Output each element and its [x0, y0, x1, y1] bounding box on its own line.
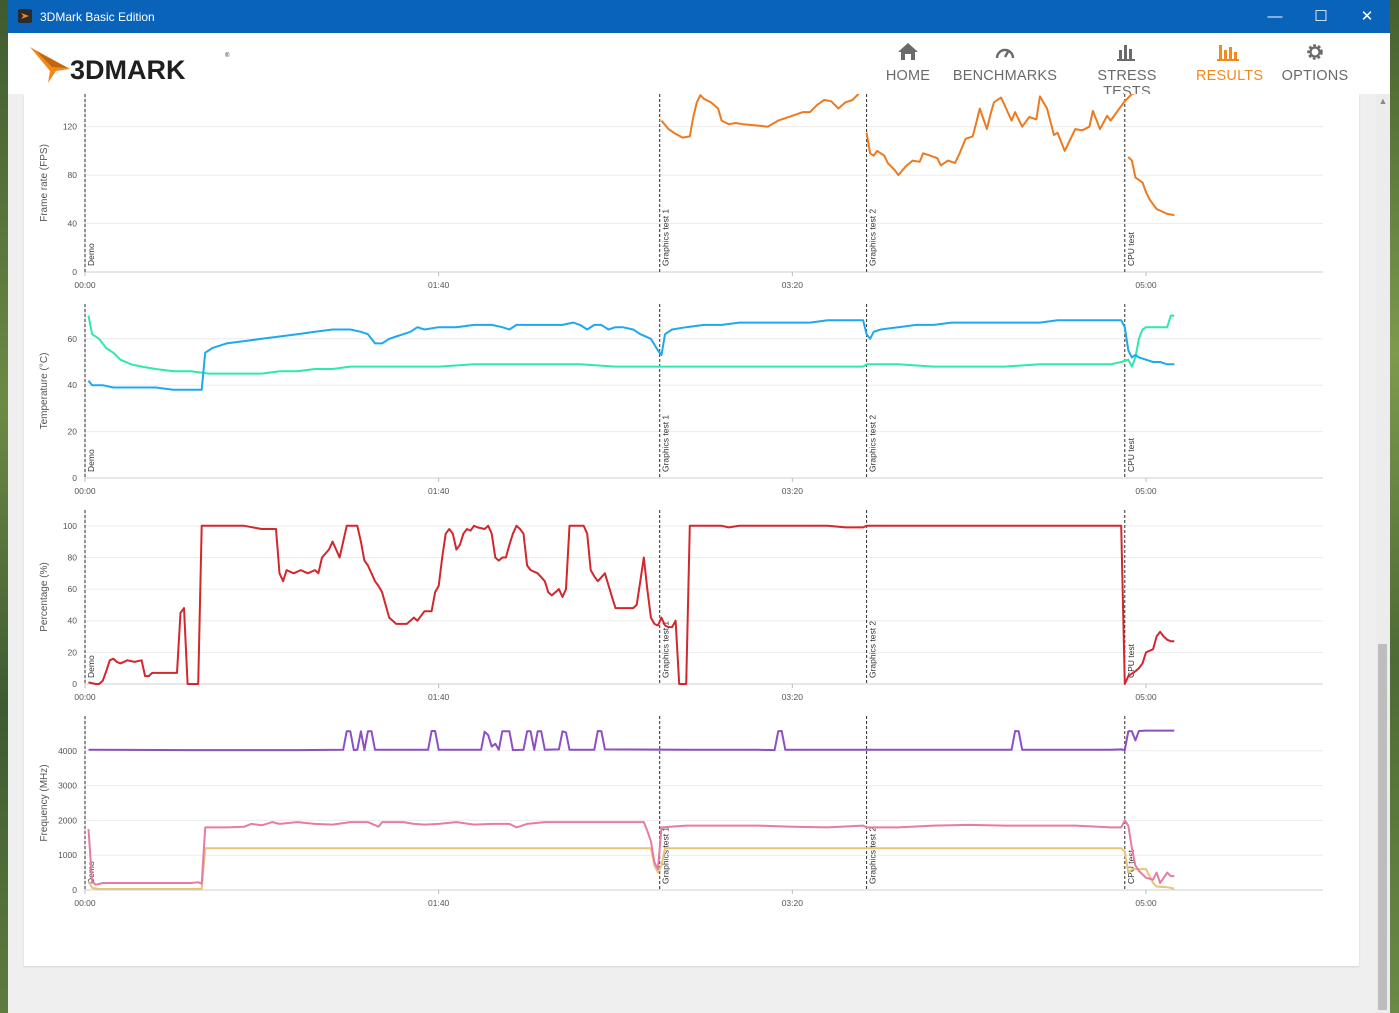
y-tick-label: 100	[63, 521, 77, 531]
y-tick-label: 2000	[58, 815, 77, 825]
x-tick-label: 05:00	[1135, 898, 1157, 908]
nav-results[interactable]: RESULTS	[1196, 33, 1264, 94]
y-tick-label: 40	[68, 380, 78, 390]
y-axis-label: Frequency (MHz)	[39, 764, 50, 841]
test-marker-label: CPU test	[1126, 437, 1136, 472]
nav-home-label: HOME	[885, 68, 931, 84]
test-marker-label: Graphics test 2	[868, 415, 878, 472]
test-marker-label: CPU test	[1126, 231, 1136, 266]
app-icon	[18, 9, 32, 23]
series-line-gpu_load	[88, 524, 1175, 685]
test-marker-label: CPU test	[1126, 849, 1136, 884]
y-tick-label: 1000	[58, 850, 77, 860]
x-tick-label: 01:40	[428, 898, 450, 908]
bar-chart-icon	[1117, 45, 1135, 61]
y-tick-label: 4000	[58, 746, 77, 756]
nav-benchmarks[interactable]: BENCHMARKS	[950, 33, 1060, 94]
x-tick-label: 01:40	[428, 486, 450, 496]
nav-stress-tests[interactable]: STRESS TESTS	[1076, 33, 1178, 100]
series-line-fps	[1127, 156, 1175, 217]
test-marker-label: Graphics test 1	[661, 621, 671, 678]
test-marker-label: Demo	[86, 449, 96, 472]
desktop-wallpaper-left	[0, 0, 8, 1013]
x-tick-label: 00:00	[74, 280, 96, 290]
app-window: 3DMark Basic Edition — ☐ ✕ 3DMARK ® HOME…	[8, 0, 1390, 1013]
nav-results-label: RESULTS	[1196, 68, 1264, 84]
gauge-icon	[995, 48, 1015, 59]
y-tick-label: 80	[68, 170, 78, 180]
home-icon	[898, 43, 918, 60]
nav-options-label: OPTIONS	[1281, 68, 1349, 84]
x-tick-label: 03:20	[782, 280, 804, 290]
series-line-gpu_mem_clock	[87, 847, 1175, 890]
close-button[interactable]: ✕	[1360, 8, 1374, 25]
chart-panel-2: 0 20 40 60 Temperature (°C) 00:00 01:40 03:20 05…	[39, 304, 1323, 496]
x-tick-label: 00:00	[74, 692, 96, 702]
y-tick-label: 0	[72, 679, 77, 689]
scroll-up-arrow-icon[interactable]: ▲	[1378, 96, 1388, 106]
test-marker-label: Graphics test 2	[868, 621, 878, 678]
y-axis-label: Frame rate (FPS)	[39, 144, 50, 222]
test-marker-label: Graphics test 1	[661, 415, 671, 472]
series-line-gpu_temp	[87, 319, 1175, 391]
test-marker-label: Demo	[86, 655, 96, 678]
x-tick-label: 01:40	[428, 692, 450, 702]
test-marker-label: Graphics test 1	[661, 827, 671, 884]
nav-home[interactable]: HOME	[878, 33, 938, 94]
x-tick-label: 03:20	[782, 486, 804, 496]
y-tick-label: 80	[68, 552, 78, 562]
y-tick-label: 20	[68, 427, 78, 437]
y-tick-label: 0	[72, 473, 77, 483]
monitoring-charts: 04080120160Frame rate (FPS)00:0001:4003:…	[39, 94, 1323, 908]
logo-text: 3DMARK	[70, 55, 186, 85]
series-line-cpu_clock	[88, 729, 1175, 752]
title-bar[interactable]: 3DMark Basic Edition — ☐ ✕	[8, 0, 1390, 33]
app-header: 3DMARK ® HOME BENCHMARKS STRESS TESTS	[8, 33, 1390, 100]
x-tick-label: 00:00	[74, 486, 96, 496]
y-axis-label: Percentage (%)	[39, 562, 50, 631]
test-marker-label: Graphics test 2	[868, 209, 878, 266]
window-title: 3DMark Basic Edition	[40, 10, 155, 24]
series-line-gpu_clock	[87, 819, 1175, 886]
series-line-fps	[660, 94, 860, 139]
y-tick-label: 0	[72, 267, 77, 277]
x-tick-label: 05:00	[1135, 486, 1157, 496]
minimize-button[interactable]: —	[1267, 8, 1283, 25]
maximize-button[interactable]: ☐	[1314, 8, 1328, 25]
test-marker-label: CPU test	[1126, 643, 1136, 678]
chart-panel-4: 0 1000 2000 3000 4000 Frequency (MHz) 00:00 01:…	[39, 716, 1323, 908]
desktop-wallpaper-right	[1390, 0, 1399, 1013]
nav-options[interactable]: OPTIONS	[1280, 33, 1350, 94]
nav-benchmarks-label: BENCHMARKS	[952, 68, 1058, 84]
y-tick-label: 3000	[58, 781, 77, 791]
y-tick-label: 120	[63, 122, 77, 132]
test-marker-label: Graphics test 1	[661, 209, 671, 266]
series-line-fps	[865, 94, 1135, 177]
test-marker-label: Demo	[86, 243, 96, 266]
results-panel: 04080120160Frame rate (FPS)00:0001:4003:…	[24, 94, 1359, 966]
y-axis-label: Temperature (°C)	[39, 353, 50, 430]
gear-icon	[1307, 44, 1323, 60]
y-tick-label: 20	[68, 647, 78, 657]
svg-text:®: ®	[225, 52, 230, 59]
y-tick-label: 0	[72, 885, 77, 895]
series-line-cpu_temp	[87, 314, 1175, 375]
chart-panel-3: 0 20 40 60 80 100 Percentage (%) 00:00 01:40 03:2…	[39, 510, 1323, 702]
x-tick-label: 05:00	[1135, 692, 1157, 702]
results-icon	[1217, 45, 1239, 61]
x-tick-label: 01:40	[428, 280, 450, 290]
y-tick-label: 40	[68, 616, 78, 626]
x-tick-label: 03:20	[782, 692, 804, 702]
scrollbar-thumb[interactable]	[1378, 644, 1387, 1010]
y-tick-label: 40	[68, 219, 78, 229]
x-tick-label: 00:00	[74, 898, 96, 908]
test-marker-label: Graphics test 2	[868, 827, 878, 884]
y-tick-label: 60	[68, 334, 78, 344]
3dmark-logo[interactable]: 3DMARK ®	[26, 41, 236, 85]
x-tick-label: 05:00	[1135, 280, 1157, 290]
y-tick-label: 60	[68, 584, 78, 594]
x-tick-label: 03:20	[782, 898, 804, 908]
chart-panel-1: 04080120160Frame rate (FPS)00:0001:4003:…	[39, 94, 1323, 290]
